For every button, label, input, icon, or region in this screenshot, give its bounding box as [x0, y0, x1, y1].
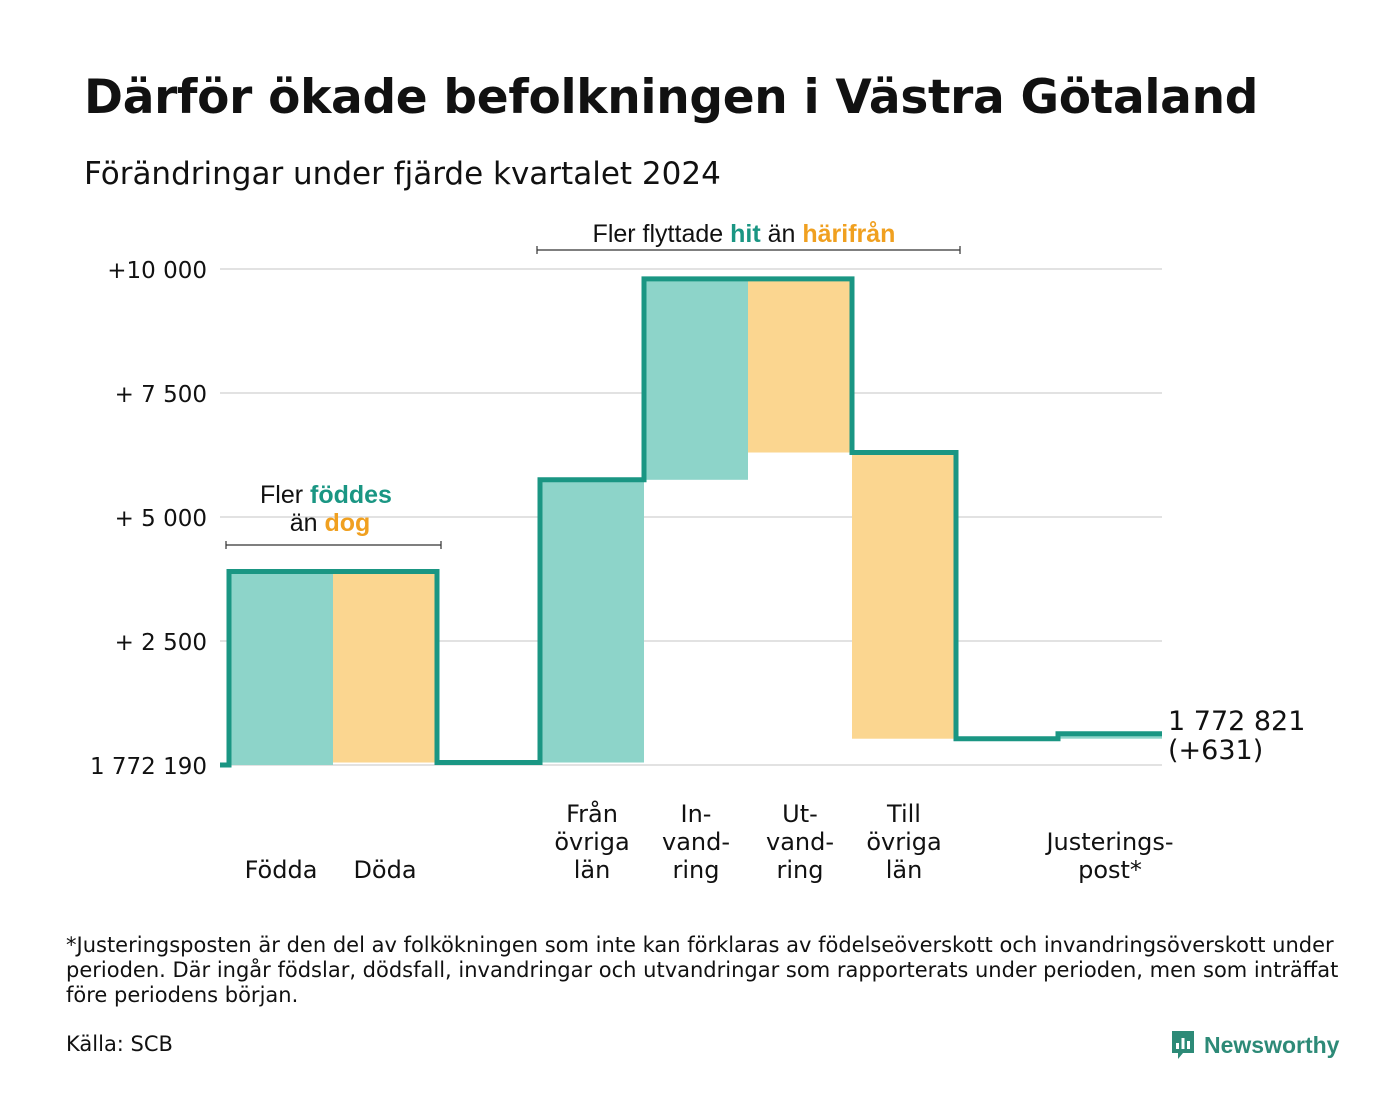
cumulative-step-line: [220, 276, 1162, 768]
source-label: Källa: SCB: [66, 1032, 173, 1056]
svg-text:än dog: än dog: [290, 509, 371, 537]
x-category-label: In-: [681, 800, 712, 828]
x-axis-labels: Födda DödaFrånövrigalänIn-vand-ringUt-van…: [245, 799, 1174, 884]
bars: [229, 278, 1162, 765]
waterfall-bar: [1058, 733, 1162, 739]
y-tick-label: 1 772 190: [90, 754, 207, 780]
deaths-annotation-prefix: än: [290, 509, 325, 537]
svg-text:Fler föddes: Fler föddes: [260, 481, 392, 509]
brand-logo: Newsworthy: [1170, 1028, 1339, 1062]
x-category-label: Justerings-: [1044, 828, 1173, 856]
step-line: [220, 276, 1162, 768]
waterfall-bar: [229, 571, 333, 765]
x-category-label: län: [574, 856, 611, 884]
chart-title: Därför ökade befolkningen i Västra Götal…: [84, 70, 1259, 125]
migration-annotation: Fler flyttade hit än härifrån: [536, 220, 961, 254]
waterfall-bar: [540, 479, 644, 763]
end-change: (+631): [1168, 735, 1263, 766]
x-category-label: ring: [777, 856, 824, 884]
births-annotation-prefix: Fler: [260, 481, 310, 509]
deaths-annotation-highlight: dog: [324, 509, 370, 537]
x-category-label: Till: [886, 800, 921, 828]
births-annotation: Fler föddes än dog: [225, 481, 442, 549]
bar-chart-logo-icon: [1172, 1031, 1194, 1059]
waterfall-bar: [333, 571, 437, 763]
migration-annotation-highlight-out: härifrån: [802, 220, 895, 248]
y-tick-label: + 2 500: [115, 630, 207, 656]
x-category-label: övriga: [866, 828, 941, 856]
y-tick-label: + 7 500: [115, 382, 207, 408]
svg-text:Fler flyttade hit än härifrån: Fler flyttade hit än härifrån: [593, 220, 896, 248]
waterfall-bar: [748, 278, 852, 453]
births-annotation-highlight: föddes: [310, 481, 392, 509]
end-value-label: 1 772 821 (+631): [1168, 706, 1305, 766]
x-category-label: Födda: [245, 856, 318, 884]
waterfall-chart: 1 772 190 + 2 500 + 5 000 + 7 500 +10 000 Fö…: [90, 220, 1305, 884]
waterfall-bar: [644, 278, 748, 480]
x-category-label: Ut-: [782, 800, 818, 828]
x-category-label: län: [886, 856, 923, 884]
x-category-label: vand-: [662, 828, 730, 856]
x-category-label: post*: [1078, 856, 1142, 884]
migration-annotation-prefix: Fler flyttade: [593, 220, 731, 248]
migration-annotation-middle: än: [761, 220, 803, 248]
footnote: *Justeringsposten är den del av folkökni…: [66, 933, 1339, 1007]
x-category-label: Från: [566, 799, 618, 828]
x-category-label: Döda: [353, 856, 416, 884]
waterfall-bar: [852, 452, 956, 739]
x-category-label: ring: [673, 856, 720, 884]
brand-name: Newsworthy: [1204, 1031, 1340, 1058]
y-tick-label: + 5 000: [115, 506, 207, 532]
x-category-label: övriga: [554, 828, 629, 856]
migration-annotation-highlight-in: hit: [730, 220, 761, 248]
chart-subtitle: Förändringar under fjärde kvartalet 2024: [84, 156, 721, 192]
gridlines: [220, 268, 1162, 766]
y-axis-ticks: 1 772 190 + 2 500 + 5 000 + 7 500 +10 000: [90, 258, 207, 780]
y-tick-label: +10 000: [107, 258, 207, 284]
x-category-label: vand-: [766, 828, 834, 856]
end-value: 1 772 821: [1168, 706, 1305, 737]
